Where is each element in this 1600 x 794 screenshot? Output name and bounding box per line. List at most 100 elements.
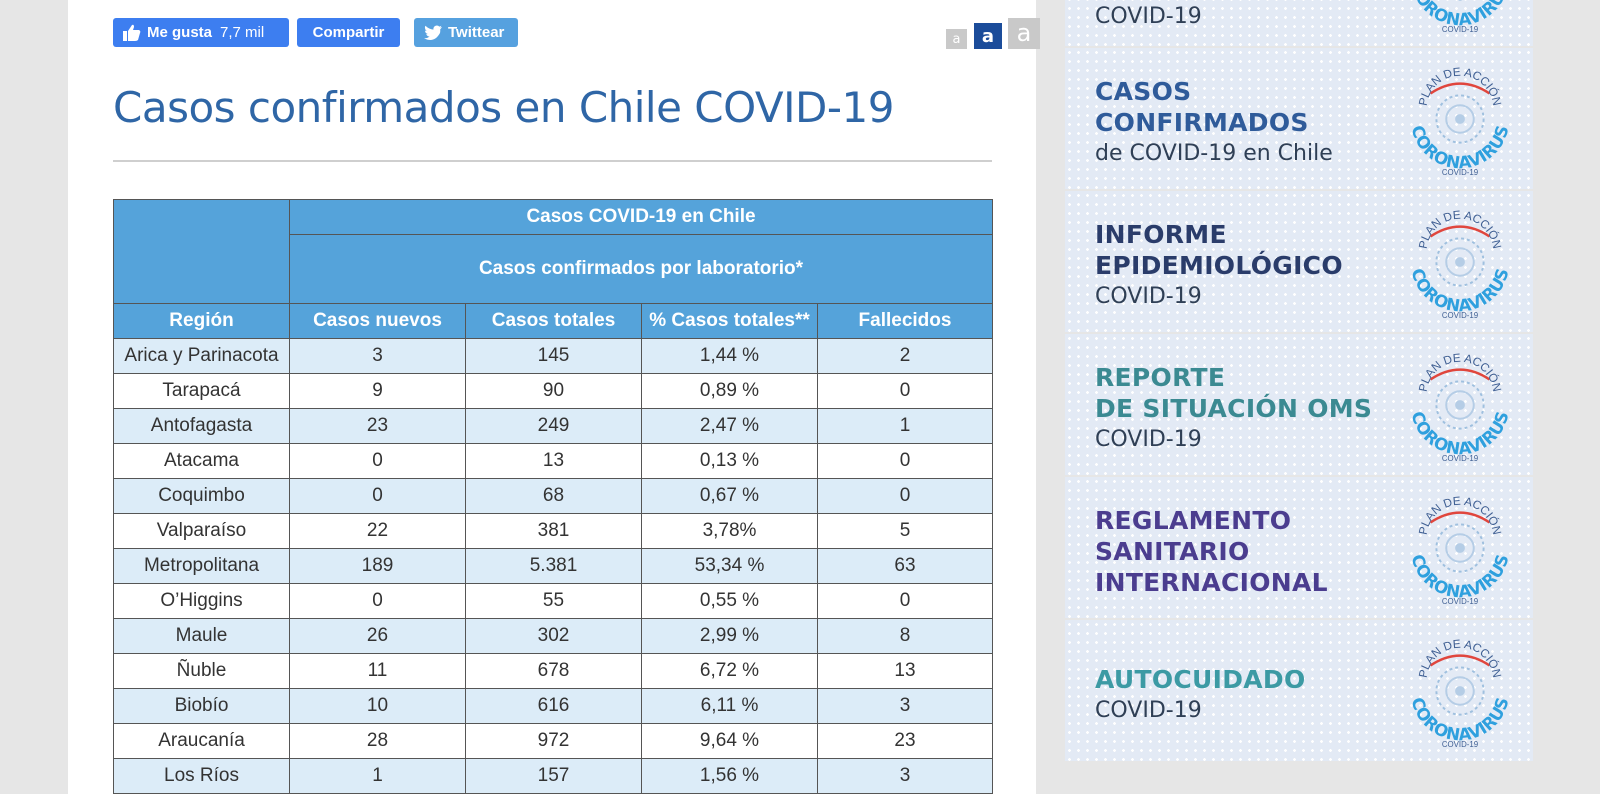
percent-total-cell: 0,55 % <box>641 583 818 619</box>
banner-text: REPORTE DE SITUACIÓN OMS COVID-19 <box>1095 362 1372 455</box>
table-row: Ñuble 11 678 6,72 % 13 <box>113 653 993 689</box>
table-row: O’Higgins 0 55 0,55 % 0 <box>113 583 993 619</box>
banner-subtitle: COVID-19 <box>1095 4 1202 29</box>
new-cases-cell: 0 <box>289 478 466 514</box>
percent-total-cell: 0,89 % <box>641 373 818 409</box>
facebook-like-button[interactable]: Me gusta 7,7 mil <box>113 18 289 47</box>
thumbs-up-icon <box>123 24 141 41</box>
total-cases-cell: 302 <box>465 618 642 654</box>
font-size-large-button[interactable]: a <box>1008 18 1040 49</box>
banner-informe-epidemiologico[interactable]: INFORME EPIDEMIOLÓGICO COVID-19 PLAN DE ACC… <box>1065 191 1533 332</box>
banner-title-line: CONFIRMADOS <box>1095 108 1309 137</box>
table-row: Araucanía 28 972 9,64 % 23 <box>113 723 993 759</box>
seal-bottom-text: COVID-19 <box>1442 597 1478 606</box>
percent-total-cell: 2,47 % <box>641 408 818 444</box>
region-cell: Maule <box>113 618 290 654</box>
new-cases-cell: 23 <box>289 408 466 444</box>
column-header-total-cases: Casos totales <box>465 303 642 339</box>
font-size-medium-button[interactable]: a <box>974 23 1002 49</box>
column-header-region: Región <box>113 303 290 339</box>
deaths-cell: 2 <box>817 338 993 374</box>
page-title: Casos confirmados en Chile COVID-19 <box>113 83 895 132</box>
deaths-cell: 1 <box>817 408 993 444</box>
banner-autocuidado[interactable]: AUTOCUIDADO COVID-19 PLAN DE ACCIÓN CORONAV… <box>1065 620 1533 761</box>
table-row: Los Ríos 1 157 1,56 % 3 <box>113 758 993 794</box>
deaths-cell: 3 <box>817 758 993 794</box>
banner-casos-confirmados[interactable]: CASOS CONFIRMADOS de COVID-19 en Chile PLAN… <box>1065 48 1533 189</box>
banner-title-line: DE SITUACIÓN OMS <box>1095 394 1373 423</box>
banner-title-line: INTERNACIONAL <box>1095 568 1328 597</box>
banner-text: AUTOCUIDADO COVID-19 <box>1095 664 1306 726</box>
banner-subtitle: COVID-19 <box>1095 284 1202 309</box>
banner-subtitle: COVID-19 <box>1095 427 1202 452</box>
total-cases-cell: 972 <box>465 723 642 759</box>
percent-total-cell: 0,13 % <box>641 443 818 479</box>
percent-total-cell: 1,44 % <box>641 338 818 374</box>
new-cases-cell: 0 <box>289 583 466 619</box>
seal-top-text: PLAN DE ACCIÓN <box>1416 65 1505 107</box>
seal-bottom-text: COVID-19 <box>1442 454 1478 463</box>
seal-main-text: CORONAVIRUS <box>1407 409 1512 459</box>
banner-subtitle: de COVID-19 en Chile <box>1095 141 1333 166</box>
seal-top-text: PLAN DE ACCIÓN <box>1416 208 1505 250</box>
total-cases-cell: 381 <box>465 513 642 549</box>
title-divider <box>113 160 992 162</box>
percent-total-cell: 2,99 % <box>641 618 818 654</box>
banner-covid-19[interactable]: COVID-19 PLAN DE ACCIÓNCORONAVIRUSCOVID-1… <box>1065 0 1533 46</box>
banner-title-line: INFORME <box>1095 220 1227 249</box>
facebook-share-button[interactable]: Compartir <box>297 18 400 47</box>
deaths-cell: 0 <box>817 478 993 514</box>
new-cases-cell: 28 <box>289 723 466 759</box>
banner-text: INFORME EPIDEMIOLÓGICO COVID-19 <box>1095 219 1343 312</box>
twitter-tweet-button[interactable]: Twittear <box>414 18 518 47</box>
total-cases-cell: 616 <box>465 688 642 724</box>
total-cases-cell: 678 <box>465 653 642 689</box>
like-count: 7,7 mil <box>220 24 265 41</box>
font-size-small-button[interactable]: a <box>946 29 967 49</box>
deaths-cell: 0 <box>817 373 993 409</box>
header-empty-cell <box>113 199 290 304</box>
seal-top-text: PLAN DE ACCIÓN <box>1416 351 1505 393</box>
seal-bottom-text: COVID-19 <box>1442 311 1478 320</box>
new-cases-cell: 0 <box>289 443 466 479</box>
column-header-percent-total: % Casos totales** <box>641 303 818 339</box>
total-cases-cell: 13 <box>465 443 642 479</box>
seal-top-text: PLAN DE ACCIÓN <box>1416 637 1505 679</box>
total-cases-cell: 145 <box>465 338 642 374</box>
table-row: Antofagasta 23 249 2,47 % 1 <box>113 408 993 444</box>
banner-subtitle: COVID-19 <box>1095 698 1202 723</box>
new-cases-cell: 10 <box>289 688 466 724</box>
region-cell: Antofagasta <box>113 408 290 444</box>
banner-reglamento-sanitario-internacional[interactable]: REGLAMENTO SANITARIO INTERNACIONAL PLAN DE … <box>1065 477 1533 618</box>
region-cell: Ñuble <box>113 653 290 689</box>
deaths-cell: 8 <box>817 618 993 654</box>
banner-title-line: REGLAMENTO <box>1095 506 1292 535</box>
region-cell: O’Higgins <box>113 583 290 619</box>
banner-reporte-de-situacion-oms[interactable]: REPORTE DE SITUACIÓN OMS COVID-19 PLAN DE A… <box>1065 334 1533 475</box>
new-cases-cell: 22 <box>289 513 466 549</box>
seal-bottom-text: COVID-19 <box>1442 168 1478 177</box>
deaths-cell: 5 <box>817 513 993 549</box>
deaths-cell: 13 <box>817 653 993 689</box>
total-cases-cell: 68 <box>465 478 642 514</box>
deaths-cell: 0 <box>817 583 993 619</box>
tweet-label: Twittear <box>448 24 505 41</box>
total-cases-cell: 55 <box>465 583 642 619</box>
like-label: Me gusta <box>147 24 213 41</box>
percent-total-cell: 3,78% <box>641 513 818 549</box>
percent-total-cell: 6,72 % <box>641 653 818 689</box>
seal-main-text: CORONAVIRUS <box>1407 552 1512 602</box>
column-header-deaths: Fallecidos <box>817 303 993 339</box>
deaths-cell: 3 <box>817 688 993 724</box>
region-cell: Metropolitana <box>113 548 290 584</box>
region-cell: Los Ríos <box>113 758 290 794</box>
total-cases-cell: 5.381 <box>465 548 642 584</box>
table-row: Valparaíso 22 381 3,78% 5 <box>113 513 993 549</box>
table-row: Biobío 10 616 6,11 % 3 <box>113 688 993 724</box>
